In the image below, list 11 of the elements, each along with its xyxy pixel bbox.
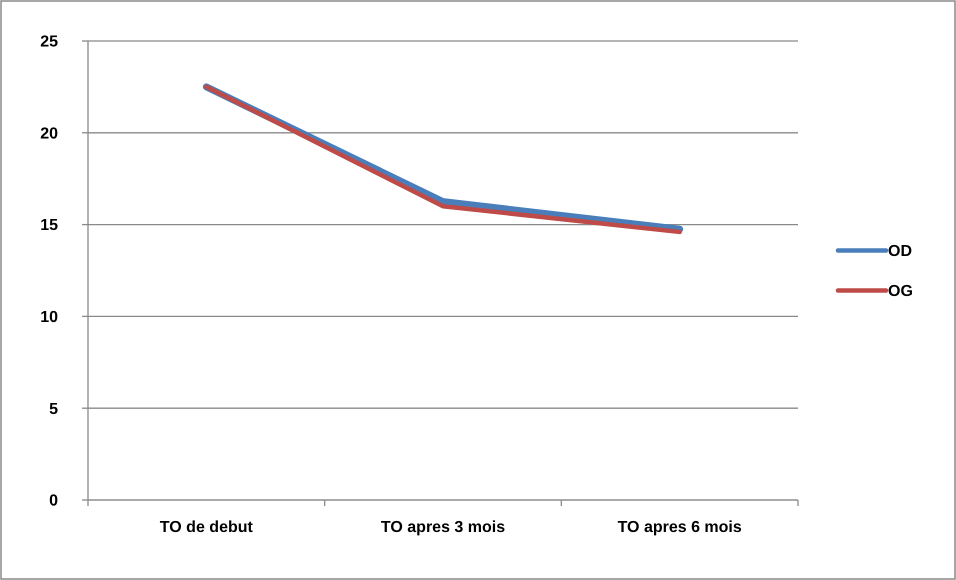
legend-label: OG bbox=[888, 283, 913, 300]
y-tick-label: 25 bbox=[40, 34, 58, 51]
y-tick-label: 5 bbox=[49, 400, 58, 418]
x-tick-label: TO apres 3 mois bbox=[380, 519, 506, 536]
y-tick-label: 0 bbox=[49, 492, 58, 510]
x-tick-label: TO de debut bbox=[160, 519, 254, 536]
y-tick-label: 15 bbox=[40, 217, 58, 234]
y-tick-label: 10 bbox=[40, 309, 58, 326]
x-tick-label: TO apres 6 mois bbox=[618, 519, 742, 536]
y-tick-label: 20 bbox=[40, 125, 58, 142]
legend-label: OD bbox=[888, 243, 912, 260]
